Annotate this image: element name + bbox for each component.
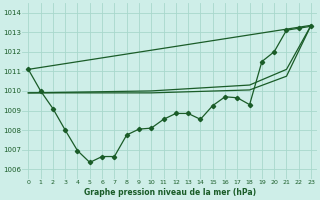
X-axis label: Graphe pression niveau de la mer (hPa): Graphe pression niveau de la mer (hPa) [84, 188, 256, 197]
